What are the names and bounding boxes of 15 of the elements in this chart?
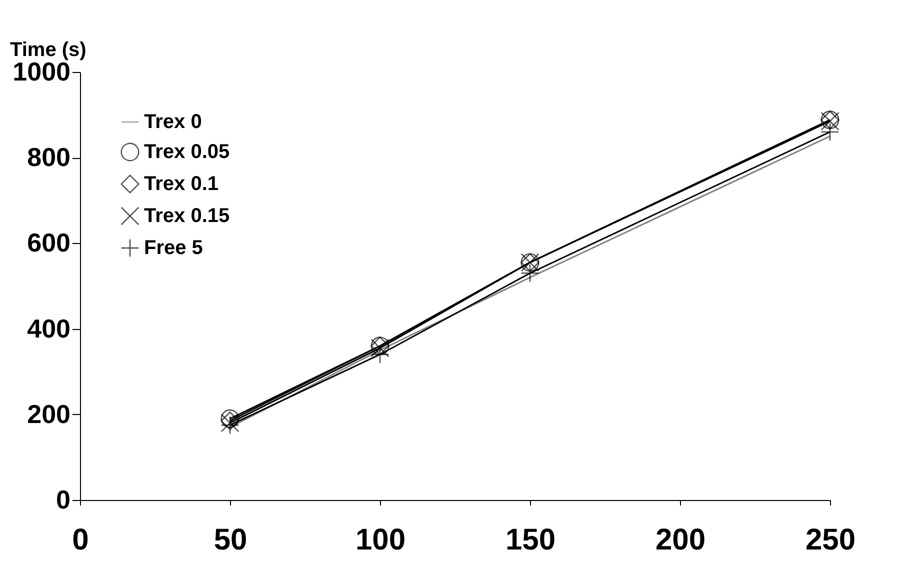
y-tick-label: 400	[27, 313, 70, 344]
x-tick-label: 100	[355, 524, 406, 556]
y-tick-label: 600	[27, 228, 70, 258]
x-tick-label: 50	[214, 524, 248, 556]
y-tick-label: 200	[27, 398, 70, 429]
legend-label: Trex 0.05	[144, 141, 230, 163]
x-tick-label: 200	[655, 524, 706, 556]
x-tick-label: 250	[805, 524, 856, 556]
x-tick-label: 150	[505, 524, 556, 556]
legend-label: Trex 0.15	[144, 205, 230, 227]
y-tick-label: 0	[56, 484, 70, 514]
legend-label: Trex 0	[144, 111, 202, 133]
y-tick-label: 800	[27, 142, 70, 172]
legend-label: Free 5	[144, 237, 203, 259]
legend-label: Trex 0.1	[144, 173, 219, 195]
